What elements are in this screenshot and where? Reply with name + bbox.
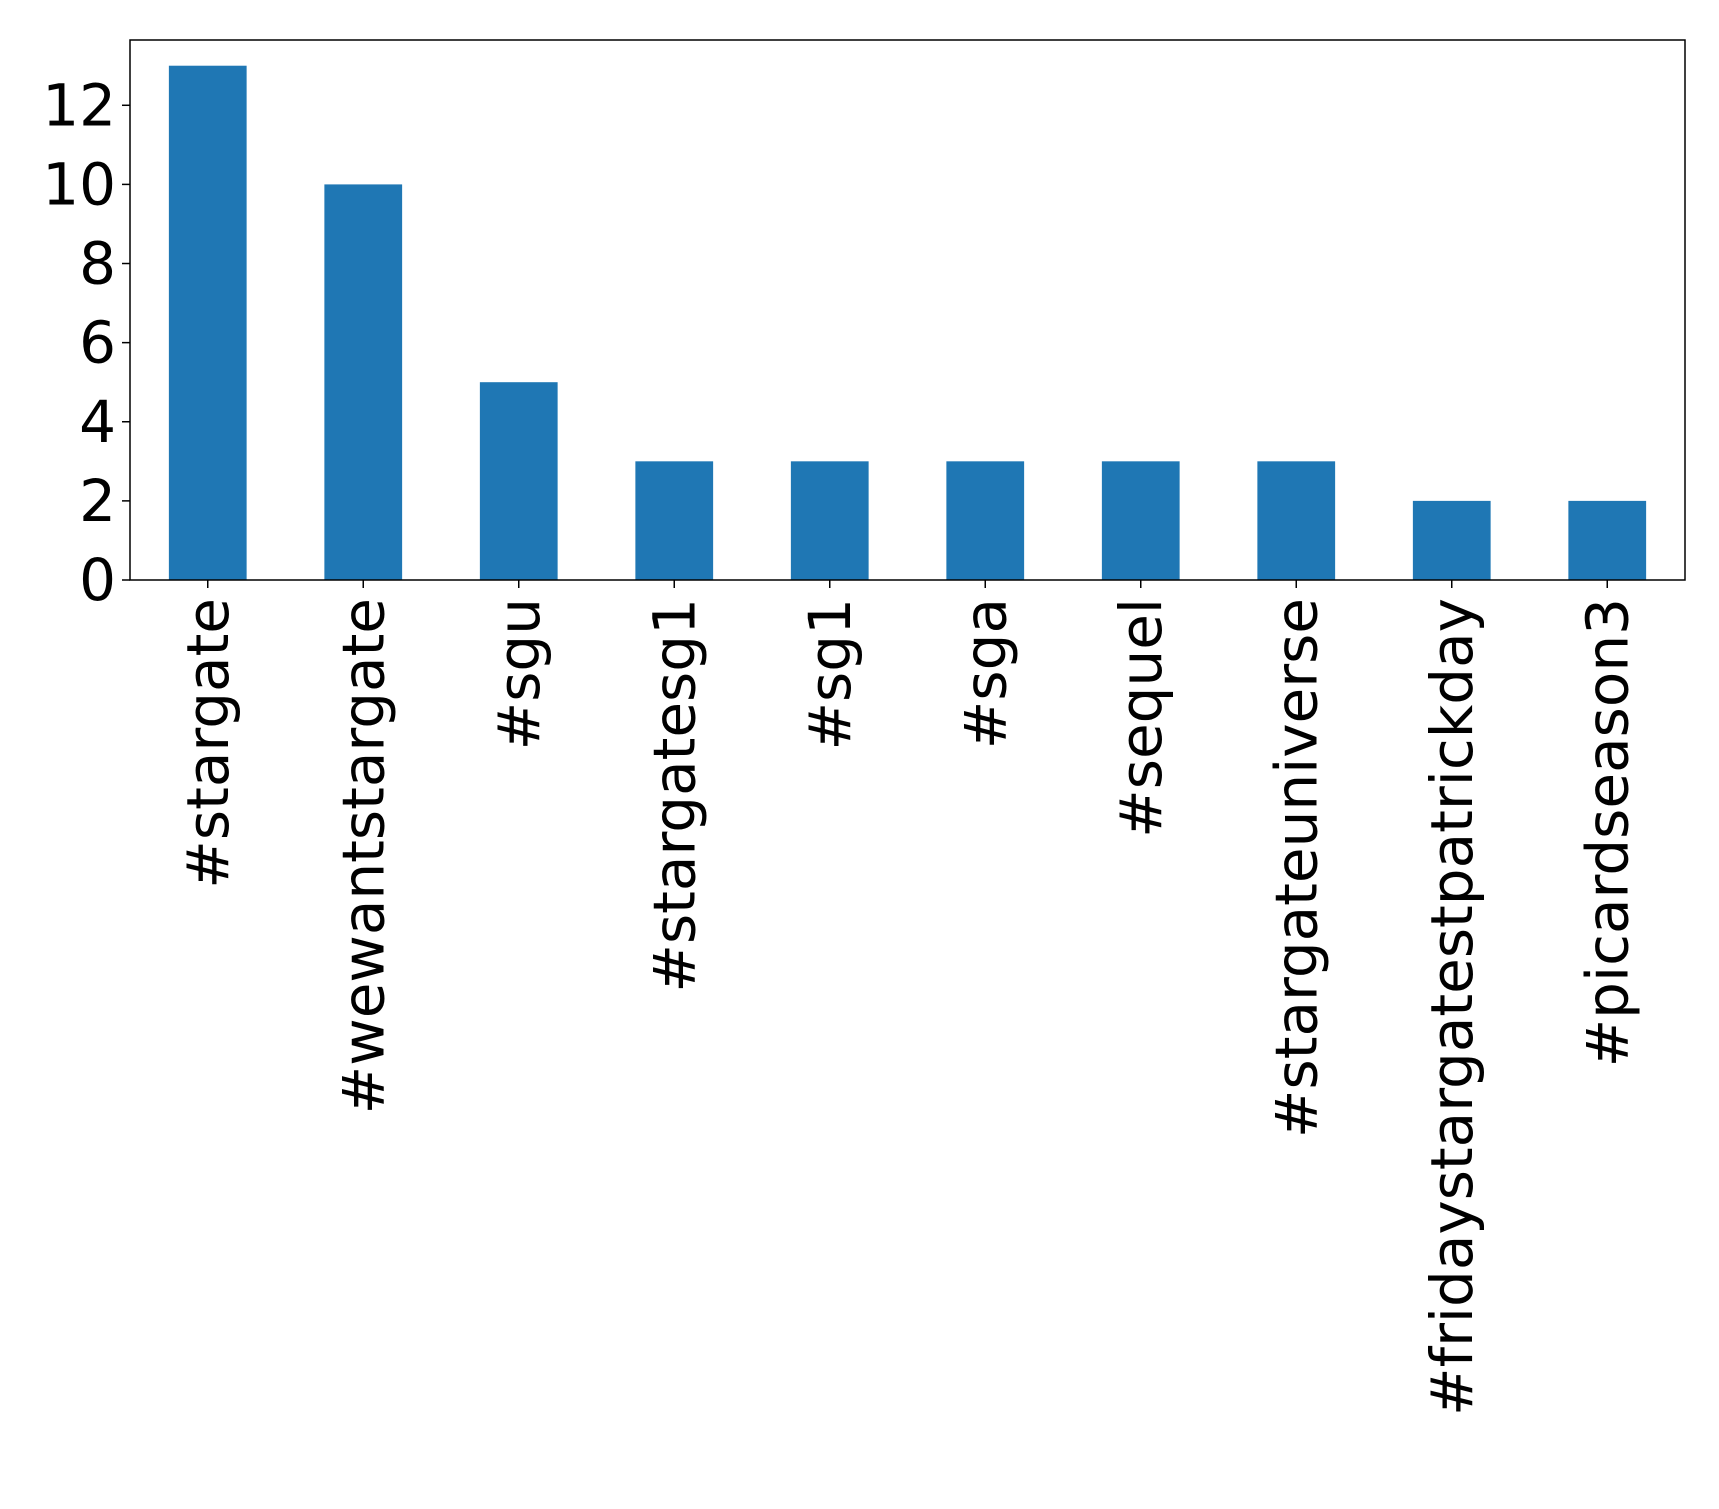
bar-wewantstargate: [324, 184, 403, 580]
y-tick-label: 2: [79, 467, 116, 535]
x-tick-label: #sg1: [796, 598, 864, 751]
x-tick-label: #stargate: [174, 598, 242, 889]
y-tick-label: 12: [42, 71, 116, 139]
x-tick-label: #sequel: [1107, 598, 1175, 838]
y-tick-label: 10: [42, 150, 116, 218]
x-tick-label: #fridaystargatestpatrickday: [1418, 598, 1486, 1416]
y-tick-label: 8: [79, 230, 116, 298]
y-tick-label: 0: [79, 546, 116, 614]
bar-stargatesg1: [635, 461, 714, 580]
bar-stargate: [168, 65, 247, 580]
bar-picardseason3: [1568, 500, 1647, 580]
bar-fridaystargatestpatrickday: [1412, 500, 1491, 580]
y-tick-label: 6: [79, 309, 116, 377]
plot-frame: [129, 39, 1686, 581]
bar-sg1: [790, 461, 869, 580]
bar-sga: [946, 461, 1025, 580]
bars: [168, 65, 1647, 580]
bar-sgu: [479, 382, 558, 580]
bar-sequel: [1101, 461, 1180, 580]
x-tick-label: #picardseason3: [1573, 598, 1641, 1067]
x-tick-label: #stargatesg1: [640, 598, 708, 993]
x-tick-label: #wewantstargate: [329, 598, 397, 1114]
y-tick-label: 4: [79, 388, 116, 456]
x-tick-label: #sgu: [485, 598, 553, 750]
x-tick-label: #sga: [951, 598, 1019, 749]
x-tick-label: #stargateuniverse: [1262, 598, 1330, 1138]
x-axis: #stargate #wewantstargate #sgu #stargatesg1…: [174, 580, 1641, 1416]
y-axis: 0 2 4 6 8 10 12: [42, 71, 130, 614]
bar-stargateuniverse: [1257, 461, 1336, 580]
